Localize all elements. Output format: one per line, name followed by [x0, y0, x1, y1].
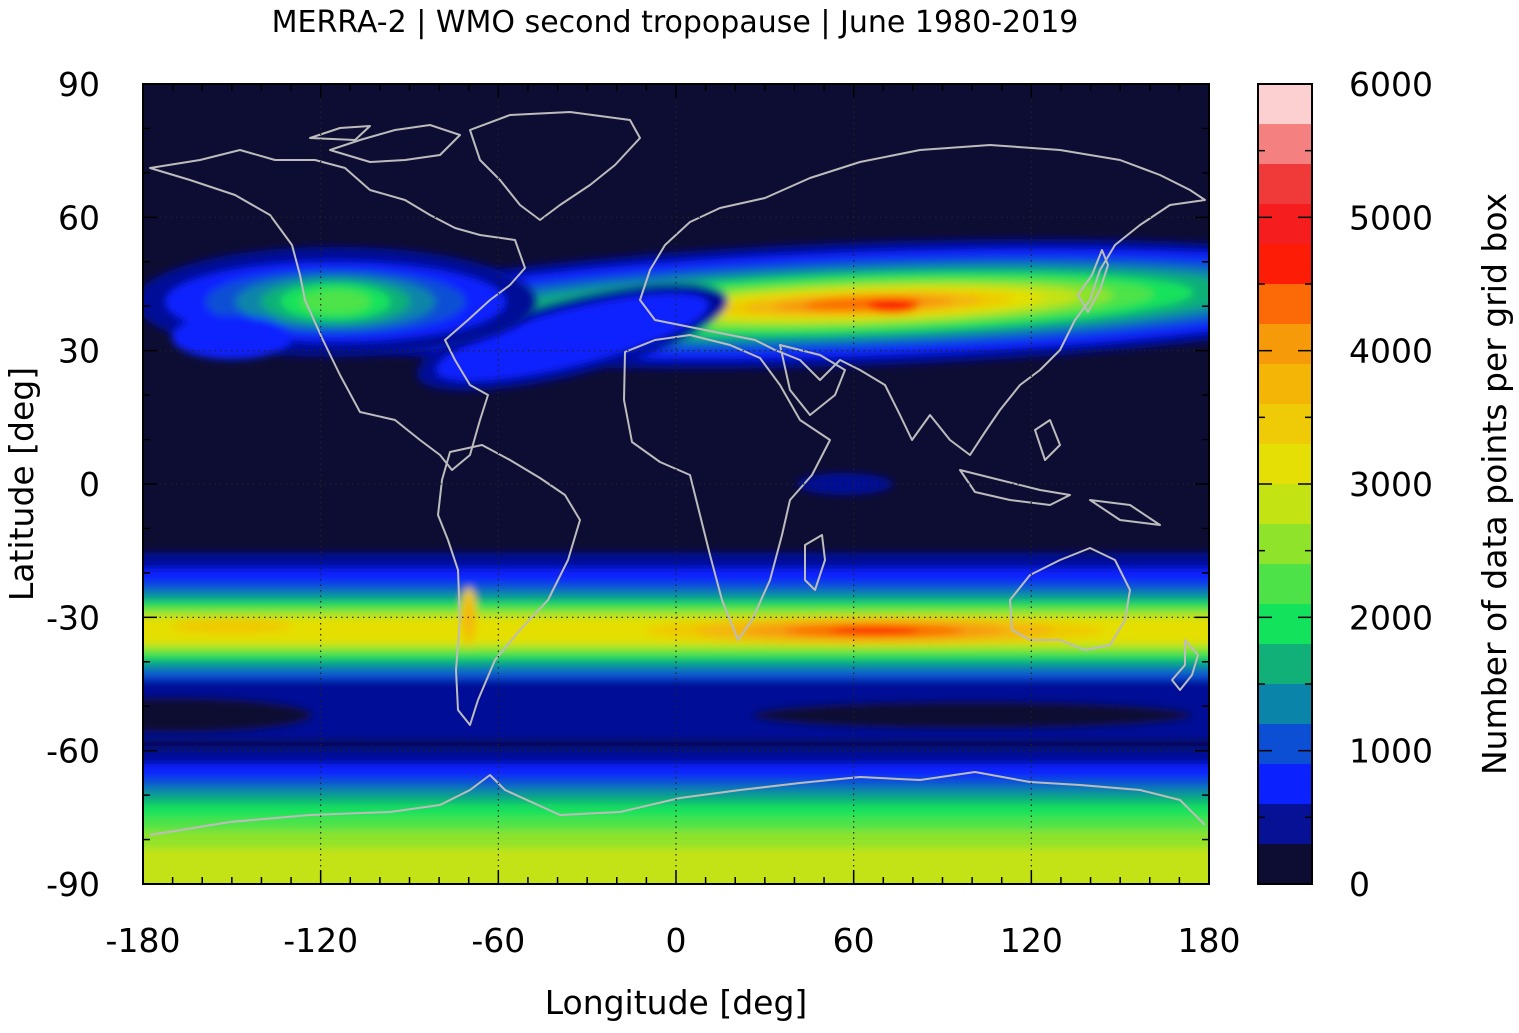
- y-tick-label: -60: [46, 732, 100, 771]
- colorbar-swatch: [1258, 124, 1312, 164]
- contour-level: [171, 315, 292, 360]
- y-tick-label: 60: [58, 198, 100, 237]
- x-tick-label: -180: [106, 921, 181, 960]
- colorbar-swatch: [1258, 284, 1312, 324]
- heatmap-feature-equatorial: [796, 473, 893, 495]
- colorbar-swatch: [1258, 844, 1312, 884]
- coastline-south-america: [437, 444, 581, 726]
- colorbar-swatch: [1258, 404, 1312, 444]
- x-tick-label: -120: [283, 921, 358, 960]
- colorbar-swatch: [1258, 204, 1312, 244]
- colorbar-tick-label: 2000: [1349, 598, 1433, 637]
- coastline-north-america: [149, 149, 526, 471]
- colorbar-tick-label: 1000: [1349, 732, 1433, 771]
- heatmap-feature-north-america: [143, 246, 536, 360]
- colorbar-swatch: [1258, 244, 1312, 284]
- contour-level: [171, 618, 292, 635]
- x-tick-label: 60: [833, 921, 875, 960]
- colorbar-tick-label: 3000: [1349, 465, 1433, 504]
- coastlines: [149, 111, 1206, 836]
- colorbar-swatch: [1258, 524, 1312, 564]
- coastline-greenland: [469, 111, 641, 221]
- coastline-maritime-continent: [959, 419, 1161, 526]
- coastline-madagascar: [804, 534, 826, 591]
- heatmap-field: [143, 238, 1209, 884]
- coastline-antarctica: [149, 771, 1206, 836]
- colorbar-tick-labels: 6000 5000 4000 3000 2000 1000 0: [1349, 65, 1433, 904]
- contour-level: [300, 289, 371, 314]
- y-tick-label: 30: [58, 332, 100, 371]
- x-tick-label: -60: [471, 921, 525, 960]
- colorbar-swatch: [1258, 644, 1312, 684]
- colorbar-swatch: [1258, 484, 1312, 524]
- x-tick-label: 120: [1000, 921, 1063, 960]
- coastline-eurasia: [639, 144, 1206, 456]
- contour-level: [752, 701, 1193, 730]
- x-tick-label: 180: [1178, 921, 1241, 960]
- contour-level: [867, 299, 918, 314]
- colorbar: [1258, 83, 1312, 885]
- colorbar-label: Number of data points per grid box: [1475, 193, 1514, 775]
- colorbar-swatch: [1258, 804, 1312, 844]
- axis-ticks: [142, 83, 1210, 885]
- coastline-arctic-islands: [309, 124, 461, 163]
- contour-level: [143, 697, 313, 734]
- coastline-japan: [1077, 249, 1109, 313]
- colorbar-swatch: [1258, 684, 1312, 724]
- colorbar-swatch: [1258, 764, 1312, 804]
- contour-level: [796, 473, 893, 495]
- y-axis-tick-labels: 90 60 30 0 -30 -60 -90: [46, 65, 100, 904]
- chart-title: MERRA-2 | WMO second tropopause | June 1…: [272, 5, 1079, 40]
- y-tick-label: 0: [79, 465, 100, 504]
- colorbar-frame: [1257, 83, 1313, 885]
- contour-level: [829, 626, 920, 635]
- colorbar-tick-label: 0: [1349, 865, 1370, 904]
- grid-lines: [143, 84, 1209, 884]
- colorbar-swatch: [1258, 324, 1312, 364]
- y-tick-label: -30: [46, 598, 100, 637]
- contour-level: [436, 293, 709, 381]
- x-axis-label: Longitude [deg]: [545, 983, 808, 1022]
- colorbar-swatch: [1258, 604, 1312, 644]
- heatmap-feature-southern-band: [143, 552, 1209, 742]
- y-axis-label: Latitude [deg]: [2, 367, 41, 601]
- colorbar-tick-label: 5000: [1349, 198, 1433, 237]
- colorbar-tick-label: 6000: [1349, 65, 1433, 104]
- colorbar-tick-label: 4000: [1349, 332, 1433, 371]
- colorbar-swatch: [1258, 364, 1312, 404]
- colorbar-swatch: [1258, 84, 1312, 124]
- coastline-africa: [623, 334, 831, 641]
- y-tick-label: -90: [46, 865, 100, 904]
- colorbar-swatch: [1258, 444, 1312, 484]
- coastline-new-zealand: [1171, 639, 1199, 691]
- coastline-australia: [1009, 547, 1131, 651]
- colorbar-swatch: [1258, 164, 1312, 204]
- y-tick-label: 90: [58, 65, 100, 104]
- colorbar-swatch: [1258, 564, 1312, 604]
- colorbar-swatch: [1258, 724, 1312, 764]
- coastline-arabia: [779, 344, 846, 416]
- x-tick-label: 0: [666, 921, 687, 960]
- x-axis-tick-labels: -180 -120 -60 0 60 120 180: [106, 921, 1241, 960]
